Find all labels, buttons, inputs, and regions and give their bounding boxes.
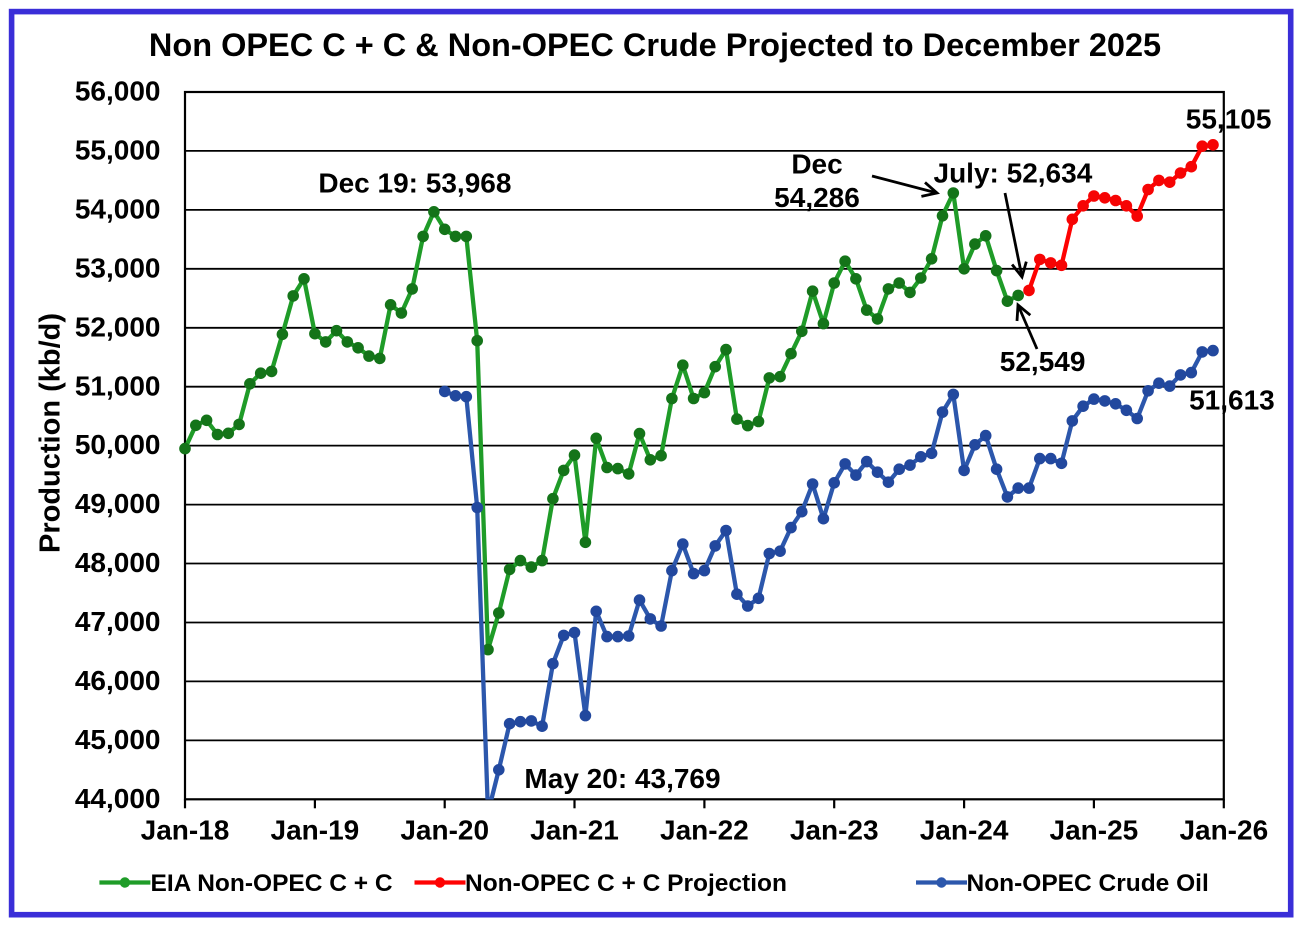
svg-text:54,000: 54,000 [75, 194, 161, 225]
svg-text:Jan-24: Jan-24 [920, 814, 1009, 845]
svg-text:47,000: 47,000 [75, 606, 161, 637]
svg-text:56,000: 56,000 [75, 76, 161, 107]
svg-text:55,105: 55,105 [1186, 103, 1272, 134]
svg-text:51,000: 51,000 [75, 370, 161, 401]
svg-text:Jan-23: Jan-23 [790, 814, 879, 845]
svg-text:52,549: 52,549 [1000, 346, 1086, 377]
svg-text:July: 52,634: July: 52,634 [934, 157, 1093, 188]
svg-text:50,000: 50,000 [75, 429, 161, 460]
svg-text:49,000: 49,000 [75, 488, 161, 519]
svg-text:Non-OPEC C + C Projection: Non-OPEC C + C Projection [465, 870, 787, 897]
svg-text:44,000: 44,000 [75, 783, 161, 814]
svg-text:51,613: 51,613 [1189, 385, 1275, 416]
svg-text:53,000: 53,000 [75, 252, 161, 283]
svg-text:Jan-26: Jan-26 [1179, 814, 1268, 845]
svg-text:46,000: 46,000 [75, 665, 161, 696]
svg-text:Dec: Dec [791, 148, 842, 179]
svg-text:52,000: 52,000 [75, 311, 161, 342]
svg-text:Jan-19: Jan-19 [271, 814, 360, 845]
svg-text:Jan-20: Jan-20 [400, 814, 489, 845]
svg-text:54,286: 54,286 [774, 182, 860, 213]
svg-text:EIA Non-OPEC C + C: EIA Non-OPEC C + C [151, 870, 393, 897]
svg-text:55,000: 55,000 [75, 135, 161, 166]
svg-text:Jan-21: Jan-21 [530, 814, 619, 845]
svg-text:Non OPEC C + C & Non-OPEC Crud: Non OPEC C + C & Non-OPEC Crude Projecte… [149, 27, 1161, 63]
svg-text:Jan-25: Jan-25 [1050, 814, 1139, 845]
svg-text:Jan-22: Jan-22 [660, 814, 749, 845]
svg-text:Jan-18: Jan-18 [141, 814, 230, 845]
svg-text:May 20: 43,769: May 20: 43,769 [524, 763, 720, 794]
svg-text:Dec 19: 53,968: Dec 19: 53,968 [318, 168, 511, 199]
svg-text:45,000: 45,000 [75, 724, 161, 755]
svg-text:Non-OPEC Crude Oil: Non-OPEC Crude Oil [967, 870, 1209, 897]
svg-text:48,000: 48,000 [75, 547, 161, 578]
svg-text:Production (kb/d): Production (kb/d) [35, 313, 67, 553]
